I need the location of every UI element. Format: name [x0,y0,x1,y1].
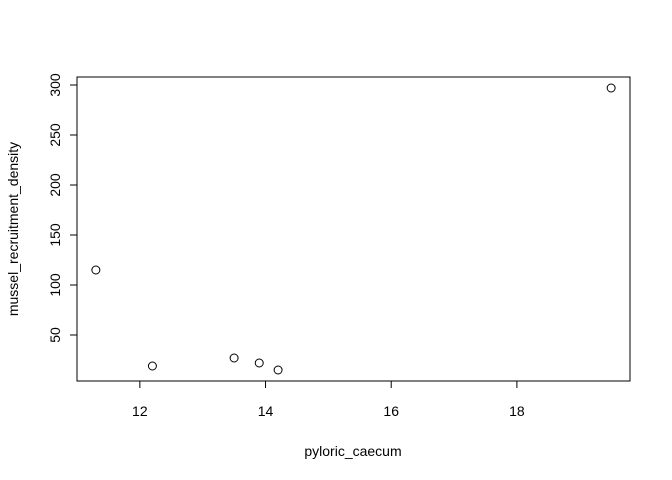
x-tick-label: 12 [132,403,148,419]
x-tick-label: 16 [383,403,399,419]
x-tick-label: 14 [258,403,274,419]
y-tick-label: 100 [47,273,63,297]
data-point [229,353,239,363]
data-point [147,361,157,371]
data-point [606,83,616,93]
x-axis: 12 14 16 18 [132,381,525,419]
y-axis: 50 100 150 200 250 300 [47,73,77,343]
data-point [273,365,283,375]
y-tick-label: 200 [47,173,63,197]
y-axis-title: mussel_recruitment_density [5,142,21,316]
y-tick-label: 150 [47,223,63,247]
data-point [254,358,264,368]
data-points [91,83,616,375]
data-point [91,265,101,275]
x-axis-title: pyloric_caecum [304,443,401,459]
y-tick-label: 300 [47,73,63,97]
y-tick-label: 50 [47,327,63,343]
y-tick-label: 250 [47,123,63,147]
x-tick-label: 18 [509,403,525,419]
plot-frame [76,76,631,382]
